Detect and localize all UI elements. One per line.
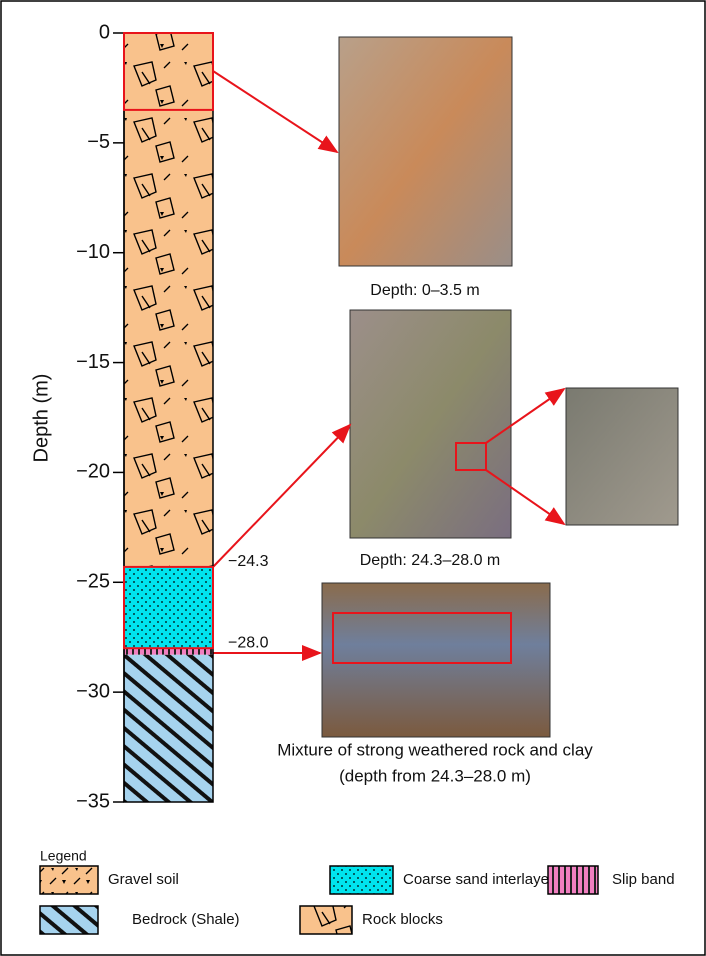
tick-label: −10 [76,241,110,263]
caption: Mixture of strong weathered rock and cla… [277,740,593,759]
tick-label: −15 [76,351,110,373]
layer [124,567,213,648]
figure: Depth (m) Depth: 0–3.5 m Depth: 24.3–28.… [0,0,706,956]
legend-label: Gravel soil [108,871,179,888]
tick-label: 0 [99,21,110,43]
legend-title: Legend [40,848,87,864]
caption: (depth from 24.3–28.0 m) [339,766,531,785]
photo [322,583,550,737]
caption: Depth: 24.3–28.0 m [360,552,501,569]
legend-swatch [40,866,98,894]
legend-label: Slip band [612,871,675,888]
tick-label: −20 [76,461,110,483]
layer [124,33,213,567]
axis-title: Depth (m) [30,374,52,463]
arrow [213,425,350,567]
legend-label: Coarse sand interlayer [403,871,554,888]
legend-swatch [548,866,598,894]
legend-label: Bedrock (Shale) [132,911,240,928]
photo [350,310,511,538]
boundary-label: −24.3 [228,553,269,570]
legend-swatch [330,866,393,894]
tick-label: −25 [76,571,110,593]
boundary-label: −28.0 [228,634,269,651]
tick-label: −30 [76,680,110,702]
photo [566,388,678,525]
tick-label: −5 [87,131,110,153]
tick-label: −35 [76,790,110,812]
layer [124,655,213,802]
arrow [213,71,337,152]
photos [322,37,678,737]
legend-swatch [300,906,352,934]
legend-label: Rock blocks [362,911,443,928]
legend-swatch [40,906,98,934]
caption: Depth: 0–3.5 m [370,282,479,299]
photo [339,37,512,266]
